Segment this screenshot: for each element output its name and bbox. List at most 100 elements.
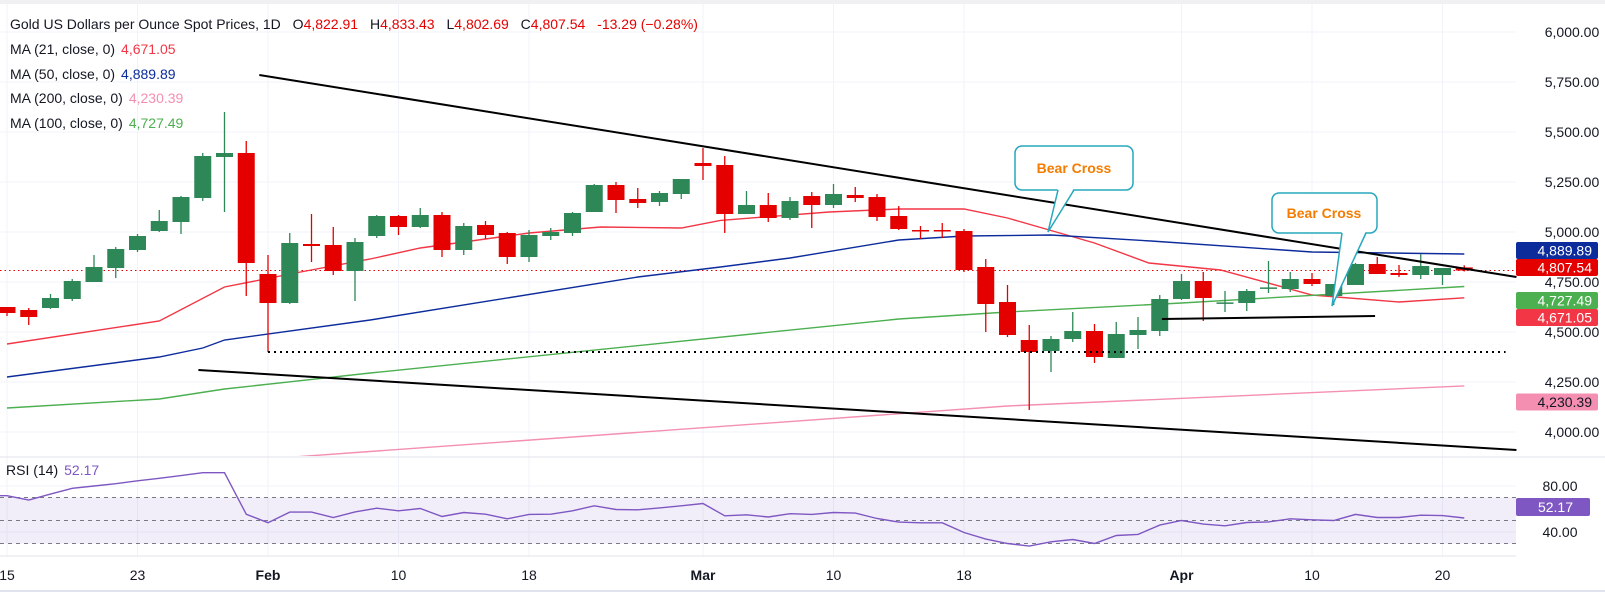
candle-up[interactable] xyxy=(585,184,603,212)
candle-down[interactable] xyxy=(390,215,407,235)
candle-down[interactable] xyxy=(433,212,451,257)
candle-body xyxy=(803,196,821,205)
candle-down[interactable] xyxy=(259,255,277,352)
time-axis-label: 10 xyxy=(391,567,407,583)
candle-body xyxy=(1434,268,1451,275)
candle-body xyxy=(194,156,212,198)
candle-up[interactable] xyxy=(520,230,538,262)
candle-up[interactable] xyxy=(781,197,799,220)
candle-up[interactable] xyxy=(150,210,168,232)
candle-up[interactable] xyxy=(825,184,842,208)
candle-down[interactable] xyxy=(912,226,929,239)
candle-up[interactable] xyxy=(1434,268,1451,285)
candle-up[interactable] xyxy=(129,234,146,252)
upper-trendline[interactable] xyxy=(259,74,1517,278)
candle-up[interactable] xyxy=(1347,263,1364,285)
drawings[interactable] xyxy=(198,74,1517,451)
candle-down[interactable] xyxy=(1368,257,1386,274)
lower-trendline[interactable] xyxy=(198,369,1517,451)
ma21-label: MA (21, close, 0) xyxy=(10,40,116,57)
price-tag-value: 4,889.89 xyxy=(1538,243,1593,259)
candle-up[interactable] xyxy=(42,294,59,309)
candle-down[interactable] xyxy=(1086,324,1103,363)
rsi-axis-label: 40.00 xyxy=(1542,524,1577,540)
candle-up[interactable] xyxy=(1238,289,1256,311)
candle-up[interactable] xyxy=(672,179,690,199)
open-value: 4,822.91 xyxy=(303,16,359,32)
candle-down[interactable] xyxy=(977,259,995,332)
candle-down[interactable] xyxy=(846,187,864,202)
candle-down[interactable] xyxy=(477,221,494,239)
rsi-legend[interactable]: RSI (14) 52.17 xyxy=(6,462,99,478)
candle-down[interactable] xyxy=(999,285,1016,337)
price-tag: 4,230.39 xyxy=(1516,393,1598,411)
candle-up[interactable] xyxy=(1412,254,1430,279)
candle-body xyxy=(694,163,712,166)
candle-up[interactable] xyxy=(107,247,125,278)
candle-up[interactable] xyxy=(63,279,81,301)
candle-up[interactable] xyxy=(738,191,755,214)
candle-down[interactable] xyxy=(868,194,886,221)
candle-up[interactable] xyxy=(1260,261,1277,293)
candle-down[interactable] xyxy=(955,229,973,272)
candle-down[interactable] xyxy=(759,193,777,222)
rsi-value-tag: 52.17 xyxy=(1516,498,1590,516)
candle-up[interactable] xyxy=(1064,312,1082,342)
candle-down[interactable] xyxy=(629,188,647,208)
candle-up[interactable] xyxy=(542,228,560,240)
candle-up[interactable] xyxy=(1281,272,1299,292)
candle-down[interactable] xyxy=(1194,272,1212,321)
candle-down[interactable] xyxy=(237,141,255,296)
time-axis[interactable]: 15 23 Feb 10 18 Mar 10 18 Apr 10 20 xyxy=(0,567,1450,583)
candle-down[interactable] xyxy=(716,156,734,233)
rsi-tag-value: 52.17 xyxy=(1538,499,1573,515)
ma-line-100 xyxy=(6,285,1465,409)
legend-ma21[interactable]: MA (21, close, 0) 4,671.05 xyxy=(10,37,698,62)
candle-up[interactable] xyxy=(346,238,364,301)
price-axis-label: 5,000.00 xyxy=(1545,224,1600,240)
candle-up[interactable] xyxy=(172,196,190,234)
candle-up[interactable] xyxy=(1129,317,1147,349)
support-solid-line[interactable] xyxy=(1161,315,1376,320)
candle-body xyxy=(1151,299,1169,331)
candle-up[interactable] xyxy=(651,191,668,206)
candle-up[interactable] xyxy=(1173,274,1190,300)
candle-up[interactable] xyxy=(216,112,233,212)
candle-up[interactable] xyxy=(1216,291,1234,312)
candle-down[interactable] xyxy=(20,308,38,325)
bear-cross-callout-2[interactable]: Bear Cross xyxy=(1271,192,1378,307)
candle-down[interactable] xyxy=(1390,265,1408,277)
candle-up[interactable] xyxy=(1107,322,1125,358)
rsi-axis[interactable]: 80.00 40.00 xyxy=(1542,478,1577,540)
candle-up[interactable] xyxy=(85,255,103,282)
bear-cross-callout-1[interactable]: Bear Cross xyxy=(1014,145,1134,233)
candle-up[interactable] xyxy=(1151,295,1169,336)
candle-up[interactable] xyxy=(281,233,299,304)
candle-down[interactable] xyxy=(303,214,320,262)
candle-body xyxy=(1194,281,1212,298)
candle-up[interactable] xyxy=(1042,336,1060,372)
candle-down[interactable] xyxy=(803,192,821,228)
candle-down[interactable] xyxy=(933,223,951,238)
candle-up[interactable] xyxy=(411,208,429,228)
legend-ma100[interactable]: MA (100, close, 0) 4,727.49 xyxy=(10,111,698,136)
candle-up[interactable] xyxy=(194,153,212,201)
candle-up[interactable] xyxy=(368,215,386,238)
candle-up[interactable] xyxy=(564,212,581,236)
candle-body xyxy=(281,243,299,303)
candle-down[interactable] xyxy=(890,206,908,230)
legend-ma200[interactable]: MA (200, close, 0) 4,230.39 xyxy=(10,86,698,111)
candle-down[interactable] xyxy=(324,227,342,275)
candle-body xyxy=(825,194,842,205)
candle-down[interactable] xyxy=(1303,273,1321,286)
legend-ma50[interactable]: MA (50, close, 0) 4,889.89 xyxy=(10,62,698,87)
candle-body xyxy=(259,274,277,303)
candle-down[interactable] xyxy=(694,148,712,180)
candle-down[interactable] xyxy=(607,182,625,213)
candle-down[interactable] xyxy=(498,232,516,264)
price-axis[interactable]: 6,000.00 5,750.00 5,500.00 5,250.00 5,000.00… xyxy=(1545,24,1600,440)
candle-down[interactable] xyxy=(1020,325,1038,410)
candle-up[interactable] xyxy=(455,223,473,255)
candle-down[interactable] xyxy=(0,307,16,316)
